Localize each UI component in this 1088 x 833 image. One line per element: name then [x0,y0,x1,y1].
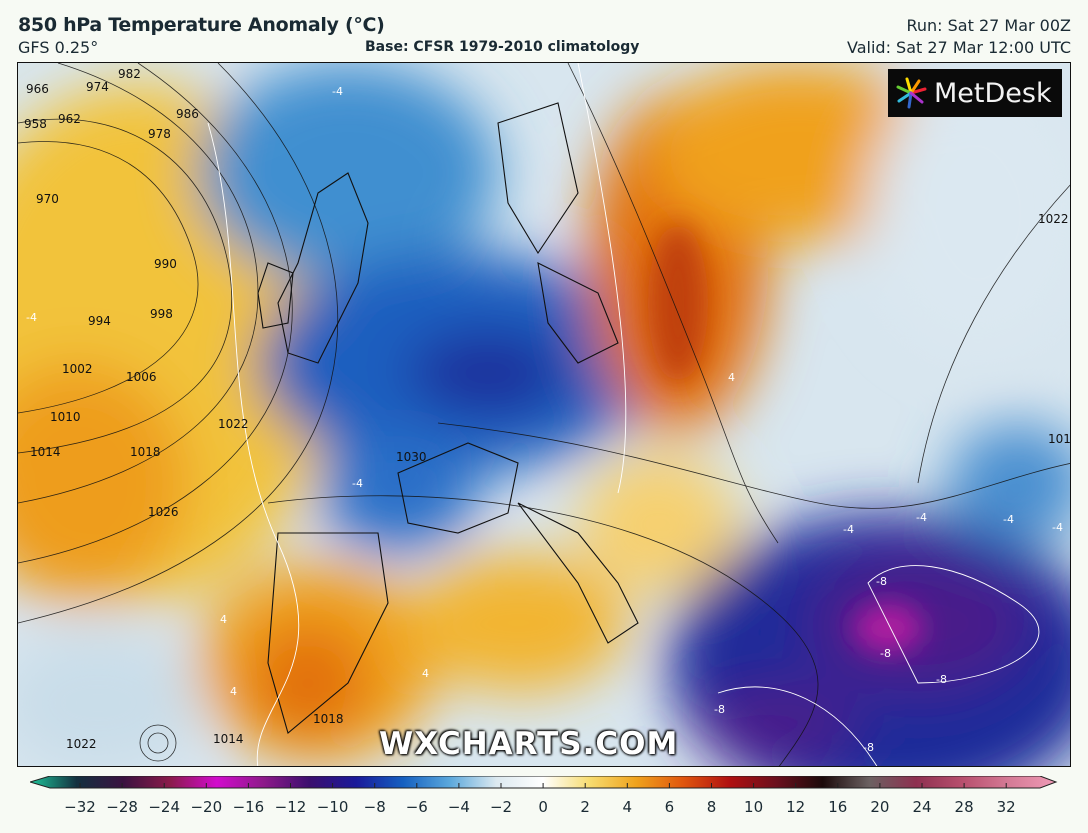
model-label: GFS 0.25° [18,38,99,57]
pressure-label: 1026 [148,505,179,519]
pressure-label: 966 [26,82,49,96]
colorbar-label: 28 [954,798,974,816]
colorbar-label: −4 [447,798,470,816]
anomaly-label: -4 [1003,513,1014,526]
colorbar-label: 0 [538,798,548,816]
pressure-label: 1022 [66,737,97,751]
anomaly-label: 4 [422,667,429,680]
pressure-labels: 966 974 982 958 962 978 986 970 990 994 … [24,67,1071,751]
colorbar-label: 24 [912,798,932,816]
watermark: WXCHARTS.COM [379,726,679,762]
pressure-label: 994 [88,314,111,328]
anomaly-label: -8 [876,575,887,588]
anomaly-label: -8 [714,703,725,716]
anomaly-label: 4 [230,685,237,698]
colorbar-label: −6 [405,798,428,816]
map-field: 966 974 982 958 962 978 986 970 990 994 … [18,63,1071,766]
pressure-label: 982 [118,67,141,81]
logo-text: MetDesk [934,77,1052,109]
colorbar-label: 12 [786,798,806,816]
metdesk-logo: MetDesk [888,69,1062,117]
colorbar-label: −24 [148,798,181,816]
pressure-label: 1010 [50,410,81,424]
colorbar-label: −2 [489,798,513,816]
climatology-base: Base: CFSR 1979-2010 climatology [365,39,640,55]
pressure-label: 1018 [130,445,161,459]
anomaly-label: -8 [936,673,947,686]
pressure-label: 978 [148,127,171,141]
anomaly-label: -8 [863,741,874,754]
anomaly-label: -4 [26,311,37,324]
anomaly-label: -4 [843,523,854,536]
anomaly-label: -4 [352,477,363,490]
pressure-label: 990 [154,257,177,271]
colorbar-label: −32 [64,798,96,816]
colorbar-label: 6 [664,798,675,816]
pressure-label: 986 [176,107,199,121]
pressure-label: 1002 [62,362,93,376]
anomaly-labels: -4 -4 -4 -4 4 4 -4 -8 -8 -8 -8 -8 4 4 -4… [26,85,1063,754]
metdesk-pinwheel-icon [896,77,927,109]
colorbar [30,776,1058,789]
colorbar-label: −16 [232,798,265,816]
pressure-label: 1014 [30,445,61,459]
coastlines [257,102,639,734]
pressure-label: 1022 [218,417,249,431]
colorbar-label: 2 [580,798,590,816]
colorbar-label: 10 [744,798,764,816]
anomaly-label: -4 [332,85,343,98]
anomaly-label: 4 [728,371,735,384]
pressure-label: 1030 [396,450,427,464]
pressure-label: 1006 [126,370,157,384]
pressure-label: 970 [36,192,59,206]
colorbar-label: −12 [274,798,307,816]
colorbar-scale [30,776,1058,789]
pressure-label: 1014 [213,732,244,746]
colorbar-label: 4 [622,798,633,816]
chart-title: 850 hPa Temperature Anomaly (°C) [18,14,385,36]
pressure-label: 1018 [1048,432,1071,446]
run-time: Run: Sat 27 Mar 00Z [906,16,1071,35]
anomaly-map: 966 974 982 958 962 978 986 970 990 994 … [17,62,1071,767]
colorbar-label: 16 [828,798,848,816]
anomaly-label: -8 [880,647,891,660]
colorbar-label: −8 [363,798,386,816]
anomaly-label: -4 [1052,521,1063,534]
pressure-label: 958 [24,117,47,131]
pressure-label: 962 [58,112,81,126]
pressure-label: 1018 [313,712,344,726]
colorbar-label: 20 [870,798,890,816]
colorbar-label: −28 [106,798,138,816]
valid-time: Valid: Sat 27 Mar 12:00 UTC [847,38,1071,57]
pressure-label: 998 [150,307,173,321]
pressure-label: 1022 [1038,212,1069,226]
colorbar-label: 8 [706,798,717,816]
colorbar-label: −10 [316,798,349,816]
anomaly-label: -4 [916,511,927,524]
colorbar-label: −20 [190,798,223,816]
colorbar-label: 32 [996,798,1016,816]
anomaly-label: 4 [220,613,227,626]
anomaly-contours [207,63,1040,766]
pressure-label: 974 [86,80,109,94]
